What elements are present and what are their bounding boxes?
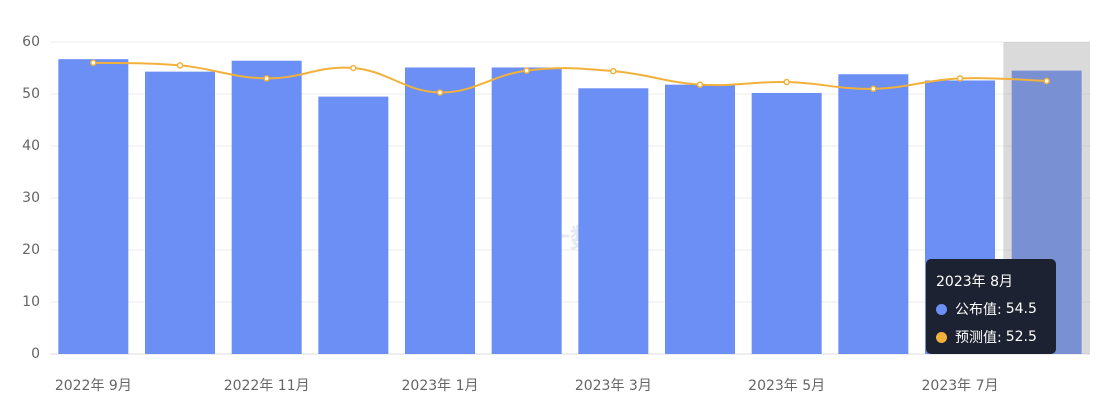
y-tick-label: 10 xyxy=(22,294,40,310)
y-tick-label: 60 xyxy=(22,34,40,50)
line-point xyxy=(610,67,617,75)
x-tick-label: 2023年 5月 xyxy=(748,378,825,394)
bar xyxy=(231,60,302,354)
tooltip-dot xyxy=(936,331,947,343)
tooltip: 2023年 8月 公布值54.5 预测值52.5 xyxy=(926,259,1056,354)
bar xyxy=(751,92,822,355)
bar xyxy=(838,74,909,355)
line-point xyxy=(350,64,357,72)
bar xyxy=(405,67,475,354)
bar xyxy=(145,71,215,354)
x-tick-label: 2023年 7月 xyxy=(922,378,999,394)
line-point xyxy=(523,67,530,74)
tooltip-value: 52.5 xyxy=(1005,329,1037,345)
y-tick-label: 50 xyxy=(22,86,40,102)
y-tick-label: 40 xyxy=(22,138,40,154)
line-point xyxy=(436,89,444,96)
x-tick-label: 2022年 9月 xyxy=(55,378,132,394)
x-tick-label: 2023年 3月 xyxy=(575,378,652,394)
line-point xyxy=(1043,77,1050,85)
bar xyxy=(578,88,649,354)
y-tick-label: 20 xyxy=(22,242,40,258)
line-point xyxy=(870,85,877,93)
tooltip-value: 54.5 xyxy=(1005,301,1037,317)
line-point xyxy=(956,75,964,82)
line-point xyxy=(783,78,790,86)
line-point xyxy=(263,75,270,82)
line-point xyxy=(696,81,704,88)
bar xyxy=(491,67,562,354)
tooltip-row: 公布值54.5 xyxy=(936,299,1046,319)
tooltip-name: 预测值 xyxy=(955,327,1006,347)
y-tick-label: 0 xyxy=(31,346,40,362)
tooltip-title: 2023年 8月 xyxy=(936,274,1013,290)
tooltip-name: 公布值 xyxy=(955,299,1006,319)
bar xyxy=(318,96,389,354)
x-tick-label: 2022年 11月 xyxy=(224,378,310,394)
line xyxy=(93,61,1047,94)
line-point xyxy=(176,62,184,69)
y-tick-label: 30 xyxy=(22,190,40,206)
tooltip-dot xyxy=(936,303,947,315)
tooltip-row: 预测值52.5 xyxy=(936,327,1046,347)
bar xyxy=(665,84,735,354)
line-point xyxy=(90,59,97,67)
x-tick-label: 2023年 1月 xyxy=(402,378,479,394)
bar xyxy=(58,59,129,354)
